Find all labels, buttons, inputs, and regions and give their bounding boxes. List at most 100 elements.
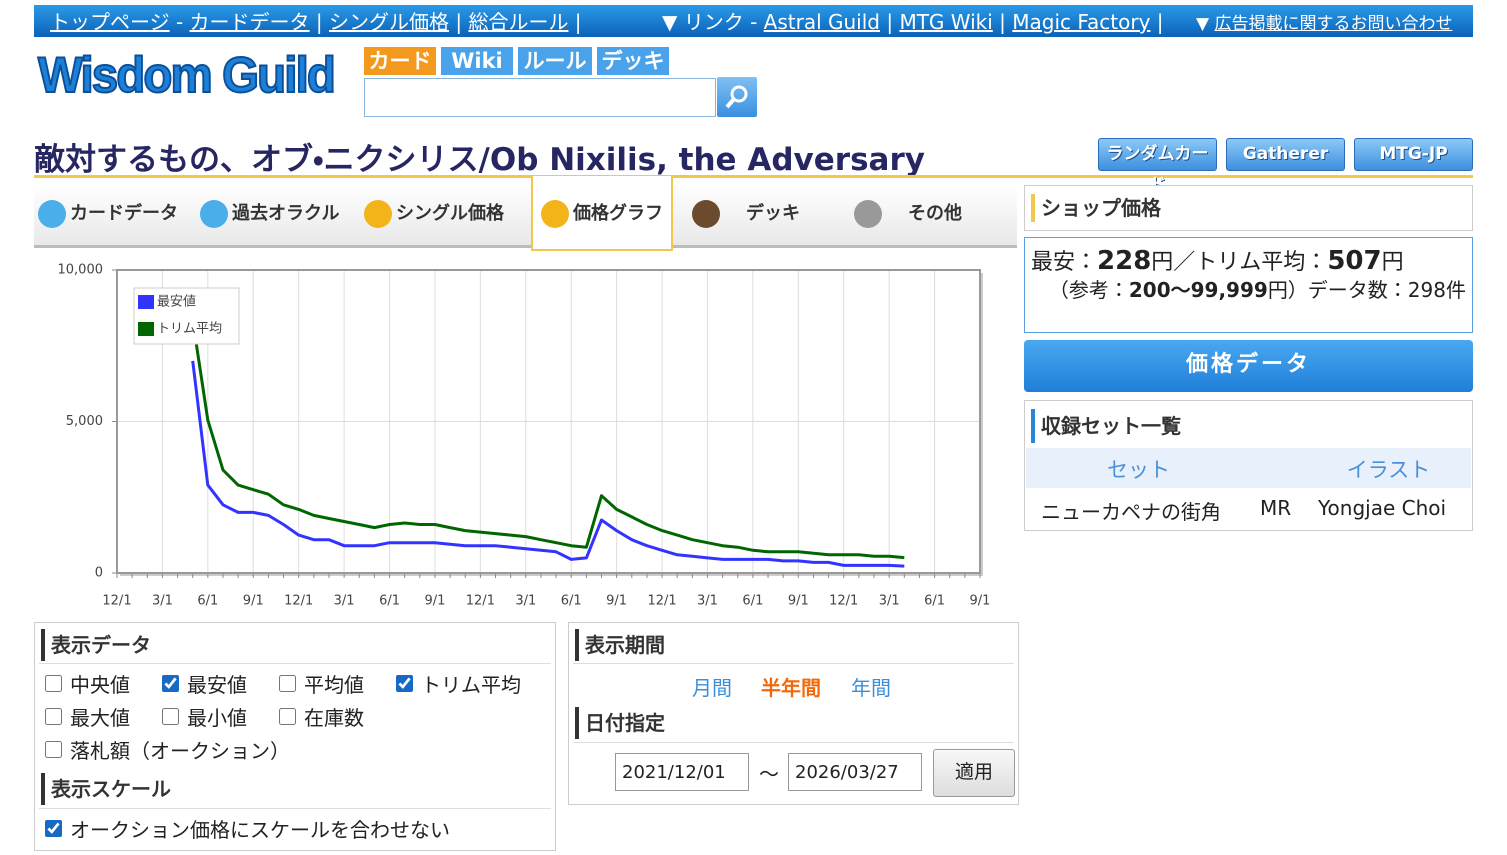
illustrator[interactable]: Yongjae Choi [1318, 496, 1447, 520]
tab-active[interactable]: 価格グラフ [531, 176, 673, 251]
checkbox[interactable] [45, 741, 62, 758]
checkbox-label: 落札額（オークション） [70, 739, 290, 763]
card-title: 敵対するもの、オブ・ニクシリス/Ob Nixilis, the Adversar… [34, 142, 925, 178]
checkbox-option[interactable]: 在庫数 [279, 700, 396, 733]
section-heading: ショップ価格 [1031, 194, 1161, 222]
tab-icon [38, 200, 66, 228]
apply-button[interactable]: 適用 [933, 749, 1015, 797]
tab[interactable]: 過去オラクル [200, 185, 339, 245]
nav-link[interactable]: カードデータ [189, 10, 310, 34]
search-button[interactable] [717, 77, 757, 117]
nav-separator: | [568, 10, 582, 34]
nav-link[interactable]: シングル価格 [329, 10, 449, 34]
tab-icon [854, 200, 882, 228]
x-tick-label: 3/1 [152, 594, 173, 609]
tab-label[interactable]: カードデータ [70, 203, 178, 224]
price-line: （参考：200～99,999円）データ数：298件 [1046, 274, 1466, 303]
price-value: 228 [1097, 246, 1152, 276]
period-option[interactable]: 年間 [851, 676, 891, 700]
search-tab[interactable]: カード [364, 47, 436, 75]
tab-label[interactable]: 過去オラクル [232, 203, 340, 224]
search-input[interactable] [364, 78, 716, 117]
x-tick-label: 9/1 [424, 594, 445, 609]
external-links: ▼ リンク - Astral Guild | MTG Wiki | Magic … [662, 6, 1164, 35]
period-option[interactable]: 月間 [692, 676, 732, 700]
checkbox[interactable] [45, 708, 62, 725]
checkbox-label: 最大値 [70, 706, 130, 730]
tab-label[interactable]: 価格グラフ [573, 203, 663, 224]
checkbox[interactable] [162, 708, 179, 725]
sets-box: 収録セット一覧 セット イラスト ニューカペナの街角 MR Yongjae Ch… [1024, 400, 1473, 531]
tab[interactable]: デッキ [692, 185, 800, 245]
date-to-input[interactable]: 2026/03/27 [788, 753, 922, 791]
rarity: MR [1260, 496, 1292, 520]
y-tick-label: 5,000 [66, 414, 103, 429]
search-tab[interactable]: Wiki [441, 47, 513, 75]
tab-bar: カードデータ 過去オラクル シングル価格 価格グラフ デッキ その他 [34, 176, 1017, 251]
date-from-input[interactable]: 2021/12/01 [615, 753, 749, 791]
nav-separator: | [449, 10, 469, 34]
set-name: ニューカペナの街角 [1041, 500, 1221, 524]
checkbox-option[interactable]: 最大値 [45, 700, 162, 733]
x-tick-label: 12/1 [102, 594, 131, 609]
checkbox-label: 在庫数 [304, 706, 364, 730]
nav-link[interactable]: トップページ [50, 10, 170, 34]
nav-link[interactable]: MTG Wiki [899, 10, 993, 34]
nav-link[interactable]: 総合ルール [468, 10, 569, 34]
divider [39, 663, 551, 664]
price-chart: 12/1 3/1 6/1 9/1 12/1 3/1 6/1 9/1 12/1 3/1 6/1 9/1 1… [58, 263, 991, 609]
logo[interactable]: Wisdom Guild [36, 44, 342, 108]
ad-link: ▼ 広告掲載に関するお問い合わせ [1196, 9, 1452, 34]
top-links: トップページ - カードデータ | シングル価格 | 総合ルール | [50, 6, 582, 35]
search-tab[interactable]: ルール [518, 47, 592, 75]
nav-link[interactable]: 広告掲載に関するお問い合わせ [1214, 14, 1453, 34]
checkbox[interactable] [279, 708, 296, 725]
plot-frame [116, 269, 981, 574]
price-data-button[interactable]: 価格データ [1024, 340, 1473, 392]
search-tab[interactable]: デッキ [597, 47, 669, 75]
x-tick-label: 6/1 [197, 594, 218, 609]
checkbox-option[interactable]: オークション価格にスケールを合わせない [45, 812, 450, 845]
x-tick-label: 6/1 [561, 594, 582, 609]
checkbox-option[interactable]: 最小値 [162, 700, 279, 733]
tab-icon [364, 200, 392, 228]
header-button[interactable]: ランダムカード [1098, 138, 1217, 195]
tab[interactable]: カードデータ [38, 185, 178, 245]
checkbox-option[interactable]: 中央値 [45, 667, 162, 700]
checkbox-option[interactable]: 落札額（オークション） [45, 733, 290, 766]
checkbox-label: 中央値 [70, 673, 130, 697]
nav-link[interactable]: Magic Factory [1012, 10, 1151, 34]
tab[interactable]: その他 [854, 185, 962, 245]
header-button[interactable]: Gatherer [1226, 138, 1345, 171]
x-tick-label: 9/1 [970, 594, 991, 609]
x-tick-label: 6/1 [379, 594, 400, 609]
section-heading: 収録セット一覧 [1031, 409, 1181, 443]
tab-label[interactable]: シングル価格 [396, 203, 504, 224]
tab[interactable]: シングル価格 [364, 185, 504, 245]
checkbox[interactable] [279, 675, 296, 692]
checkbox[interactable] [162, 675, 179, 692]
nav-separator: | [992, 10, 1013, 34]
checkbox-option[interactable]: 最安値 [162, 667, 279, 700]
nav-link[interactable]: Astral Guild [763, 10, 880, 34]
logo-text[interactable]: Wisdom Guild [37, 46, 337, 104]
x-tick-label: 6/1 [742, 594, 763, 609]
checkbox-label: トリム平均 [421, 673, 521, 697]
section-heading: 日付指定 [575, 707, 665, 739]
nav-separator: | [1150, 10, 1164, 34]
checkbox-option[interactable]: トリム平均 [396, 667, 521, 700]
price-value: 200～99,999 [1128, 278, 1268, 302]
checkbox[interactable] [45, 820, 62, 837]
display-options-panel: 表示データ 中央値 最安値 平均値 トリム平均 最大値 最小値 在庫数 落札額（オークション）… [34, 622, 556, 851]
price-value: 507 [1327, 246, 1382, 276]
header-button[interactable]: MTG-JP [1354, 138, 1473, 171]
period-option[interactable]: 半年間 [761, 676, 821, 700]
tab-label[interactable]: その他 [908, 203, 962, 224]
checkbox-option[interactable]: 平均値 [279, 667, 396, 700]
checkbox[interactable] [396, 675, 413, 692]
price-text: 最安： [1031, 250, 1098, 275]
checkbox[interactable] [45, 675, 62, 692]
tab-label[interactable]: デッキ [746, 203, 800, 224]
